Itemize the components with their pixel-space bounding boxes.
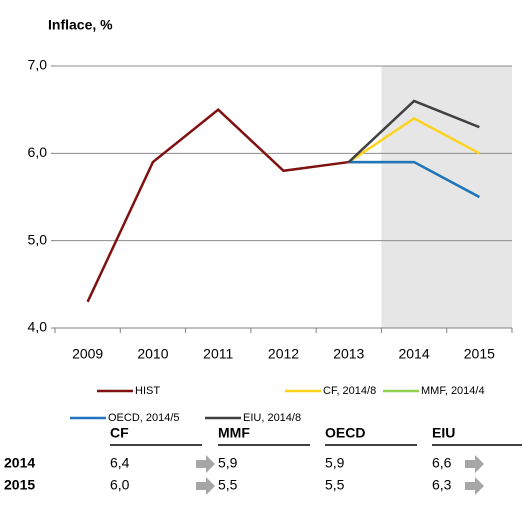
x-tick-label: 2013 [333,346,364,362]
table-cell: 6,3 [432,477,452,493]
y-tick-label: 6,0 [28,144,48,160]
table-header: OECD [325,425,365,441]
legend-label: HIST [135,385,160,397]
table-cell: 6,6 [432,455,452,471]
table-cell: 5,9 [325,455,345,471]
y-tick-label: 4,0 [28,319,48,335]
y-tick-label: 7,0 [28,57,48,73]
x-tick-label: 2011 [203,346,233,362]
arrow-icon [196,477,215,495]
y-tick-label: 5,0 [28,231,48,247]
arrow-icon [196,455,215,473]
table-cell: 5,5 [325,477,345,493]
arrow-icon [465,477,484,495]
x-tick-label: 2009 [72,346,103,362]
series-line [348,116,480,164]
series-line [86,108,349,303]
legend-label: OECD, 2014/5 [108,412,180,424]
chart-title: Inflace, % [48,17,113,33]
forecast-shade [381,66,512,328]
table-header: EIU [432,425,455,441]
series-line [348,160,480,199]
table-header: CF [110,425,129,441]
x-tick-label: 2010 [137,346,168,362]
x-tick-label: 2012 [268,346,299,362]
series-line [347,99,480,163]
legend-label: MMF, 2014/4 [421,385,485,397]
arrows [196,455,484,495]
x-tick-label: 2015 [464,346,495,362]
legend-label: CF, 2014/8 [323,385,376,397]
row-label: 2015 [4,477,35,493]
table-cell: 5,5 [218,477,238,493]
table-header: MMF [218,425,250,441]
table-cell: 6,0 [110,477,130,493]
table-cell: 6,4 [110,455,130,471]
table-cell: 5,9 [218,455,238,471]
row-label: 2014 [4,455,35,471]
arrow-icon [465,455,484,473]
x-tick-label: 2014 [398,346,429,362]
legend-label: EIU, 2014/8 [243,412,301,424]
